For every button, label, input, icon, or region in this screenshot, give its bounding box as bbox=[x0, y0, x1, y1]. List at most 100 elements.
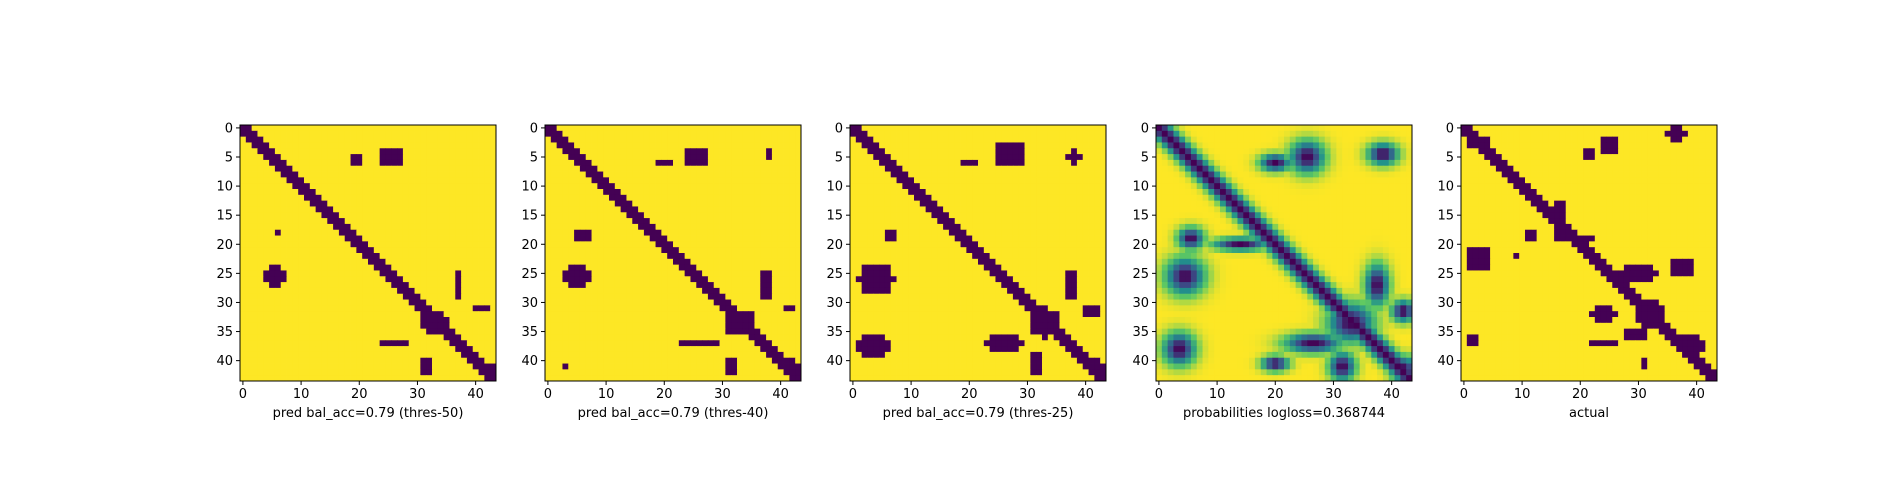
heatmap-cell bbox=[443, 241, 450, 248]
heatmap-cell bbox=[304, 171, 311, 178]
heatmap-cell bbox=[632, 317, 639, 324]
heatmap-cell bbox=[344, 253, 351, 260]
heatmap-cell bbox=[257, 159, 264, 167]
heatmap-cell bbox=[742, 189, 750, 196]
heatmap-cell bbox=[777, 165, 784, 172]
heatmap-cell bbox=[550, 223, 558, 231]
heatmap-cell bbox=[873, 154, 880, 161]
heatmap-cell bbox=[742, 264, 750, 271]
heatmap-cell bbox=[1036, 194, 1043, 202]
heatmap-cell bbox=[1036, 130, 1043, 138]
heatmap-cell bbox=[649, 276, 656, 283]
heatmap-cell bbox=[995, 159, 1002, 167]
heatmap-cell bbox=[274, 375, 282, 382]
heatmap-cell bbox=[754, 293, 761, 300]
heatmap-cell bbox=[251, 142, 258, 149]
heatmap-cell bbox=[597, 136, 604, 143]
heatmap-cell bbox=[943, 229, 950, 236]
heatmap-cell bbox=[890, 177, 897, 184]
heatmap-cell bbox=[455, 328, 462, 335]
heatmap-cell bbox=[789, 212, 796, 219]
heatmap-cell bbox=[1042, 218, 1049, 225]
heatmap-cell bbox=[702, 340, 709, 347]
heatmap-cell bbox=[385, 334, 392, 341]
heatmap-cell bbox=[1065, 159, 1072, 167]
heatmap-cell bbox=[771, 305, 779, 312]
heatmap-cell bbox=[292, 148, 299, 155]
heatmap-cell bbox=[719, 351, 726, 359]
heatmap-cell bbox=[643, 305, 651, 312]
heatmap-cell bbox=[550, 171, 558, 178]
heatmap-cell bbox=[931, 247, 938, 254]
heatmap-cell bbox=[556, 142, 563, 149]
heatmap-cell bbox=[643, 206, 651, 213]
heatmap-cell bbox=[298, 334, 305, 341]
heatmap-cell bbox=[269, 177, 276, 184]
heatmap-cell bbox=[333, 363, 340, 370]
heatmap-cell bbox=[620, 171, 627, 178]
heatmap-cell bbox=[304, 340, 311, 347]
heatmap-cell bbox=[760, 357, 767, 364]
heatmap-cell bbox=[766, 200, 773, 207]
heatmap-cell bbox=[777, 241, 784, 248]
heatmap-cell bbox=[426, 229, 433, 236]
heatmap-cell bbox=[1094, 253, 1101, 260]
heatmap-cell bbox=[1088, 235, 1095, 242]
heatmap-cell bbox=[667, 194, 674, 202]
heatmap-cell bbox=[556, 357, 563, 364]
heatmap-cell bbox=[748, 322, 755, 330]
heatmap-cell bbox=[391, 375, 398, 382]
heatmap-cell bbox=[789, 206, 796, 213]
heatmap-cell bbox=[327, 317, 334, 324]
heatmap-cell bbox=[667, 206, 674, 213]
heatmap-cell bbox=[643, 189, 651, 196]
heatmap-cell bbox=[638, 223, 645, 231]
heatmap-cell bbox=[620, 235, 627, 242]
heatmap-cell bbox=[240, 287, 247, 295]
heatmap-cell bbox=[1059, 258, 1066, 266]
heatmap-cell bbox=[304, 200, 311, 207]
heatmap-cell bbox=[614, 328, 622, 335]
heatmap-cell bbox=[338, 229, 346, 236]
heatmap-cell bbox=[379, 328, 386, 335]
heatmap-cell bbox=[1094, 154, 1101, 161]
heatmap-cell bbox=[632, 328, 639, 335]
heatmap-cell bbox=[550, 375, 558, 382]
heatmap-cell bbox=[432, 305, 439, 312]
heatmap-cell bbox=[873, 189, 880, 196]
heatmap-cell bbox=[702, 154, 709, 161]
heatmap-cell bbox=[556, 136, 563, 143]
heatmap-cell bbox=[931, 253, 938, 260]
heatmap-cell bbox=[309, 189, 317, 196]
heatmap-cell bbox=[362, 369, 369, 376]
heatmap-cell bbox=[274, 287, 282, 295]
heatmap-cell bbox=[972, 125, 979, 132]
heatmap-cell bbox=[983, 136, 991, 143]
heatmap-cell bbox=[914, 154, 921, 161]
heatmap-cell bbox=[315, 351, 322, 359]
heatmap-cell bbox=[1012, 125, 1020, 132]
heatmap-cell bbox=[760, 241, 767, 248]
heatmap-cell bbox=[478, 171, 485, 178]
heatmap-cell bbox=[568, 299, 575, 306]
heatmap-cell bbox=[649, 270, 656, 277]
heatmap-cell bbox=[667, 177, 674, 184]
heatmap-cell bbox=[484, 357, 491, 364]
heatmap-cell bbox=[327, 130, 334, 138]
heatmap-cell bbox=[1030, 165, 1037, 172]
heatmap-cell bbox=[368, 177, 375, 184]
heatmap-cell bbox=[719, 369, 726, 376]
heatmap-cell bbox=[931, 183, 938, 190]
heatmap-cell bbox=[737, 270, 744, 277]
heatmap-cell bbox=[466, 351, 474, 359]
heatmap-cell bbox=[263, 159, 270, 167]
heatmap-cell bbox=[304, 130, 311, 138]
heatmap-cell bbox=[585, 171, 592, 178]
heatmap-cell bbox=[373, 125, 381, 132]
heatmap-cell bbox=[251, 229, 258, 236]
heatmap-cell bbox=[678, 299, 686, 306]
heatmap-cell bbox=[472, 200, 479, 207]
heatmap-cell bbox=[344, 130, 351, 138]
heatmap-cell bbox=[368, 206, 375, 213]
heatmap-cell bbox=[737, 334, 744, 341]
